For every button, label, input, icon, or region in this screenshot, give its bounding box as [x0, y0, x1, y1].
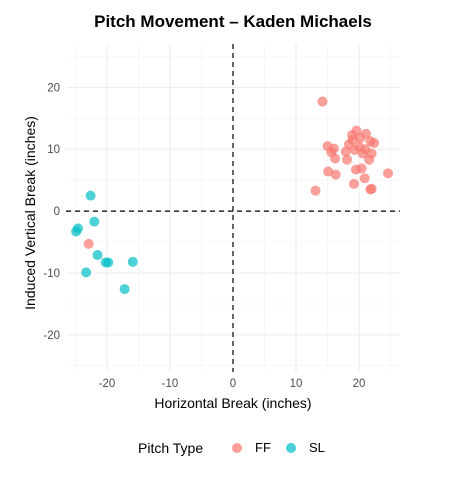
y-tick-label: -20 [43, 330, 60, 342]
x-tick-label: -10 [162, 378, 179, 390]
data-point-ff [317, 96, 328, 107]
y-tick-label: 20 [47, 82, 60, 94]
data-point-ff [342, 154, 353, 165]
data-point-ff [365, 184, 376, 195]
x-tick-label: 0 [230, 378, 236, 390]
legend-key-sl [286, 443, 296, 453]
x-tick-label: -20 [99, 378, 116, 390]
data-point-sl [119, 284, 130, 295]
data-point-sl [71, 226, 82, 237]
data-point-ff [350, 164, 361, 175]
data-point-ff [349, 144, 360, 155]
data-point-sl [89, 216, 100, 227]
data-point-ff [357, 148, 368, 159]
data-point-sl [103, 257, 114, 268]
data-point-ff [383, 168, 394, 179]
data-point-ff [355, 133, 366, 144]
x-axis-title: Horizontal Break (inches) [154, 395, 311, 411]
y-tick-label: -10 [43, 268, 60, 280]
data-point-sl [85, 190, 96, 201]
data-point-sl [81, 267, 92, 278]
data-points [71, 96, 394, 295]
legend-label-sl: SL [309, 440, 325, 455]
data-point-ff [310, 185, 321, 196]
data-point-sl [92, 250, 103, 261]
data-point-ff [83, 238, 94, 249]
y-axis-title: Induced Vertical Break (inches) [22, 116, 38, 310]
x-tick-label: 20 [353, 378, 366, 390]
legend-label-ff: FF [255, 440, 271, 455]
y-axis-ticks: -20 -10 0 10 20 [43, 82, 60, 342]
reference-lines [66, 44, 400, 372]
x-axis-ticks: -20 -10 0 10 20 [99, 378, 366, 390]
legend-title: Pitch Type [138, 440, 203, 456]
data-point-ff [340, 146, 351, 157]
data-point-ff [369, 138, 380, 149]
data-point-ff [359, 173, 370, 184]
legend: Pitch Type FF SL [138, 440, 325, 456]
data-point-ff [330, 153, 341, 164]
y-tick-label: 0 [54, 206, 60, 218]
data-point-ff [323, 166, 334, 177]
x-tick-label: 10 [290, 378, 303, 390]
y-tick-label: 10 [47, 144, 60, 156]
legend-key-ff [232, 443, 242, 453]
data-point-ff [364, 154, 375, 165]
chart-title: Pitch Movement – Kaden Michaels [94, 12, 372, 31]
data-point-ff [330, 169, 341, 180]
data-point-sl [127, 256, 138, 267]
data-point-ff [348, 178, 359, 189]
